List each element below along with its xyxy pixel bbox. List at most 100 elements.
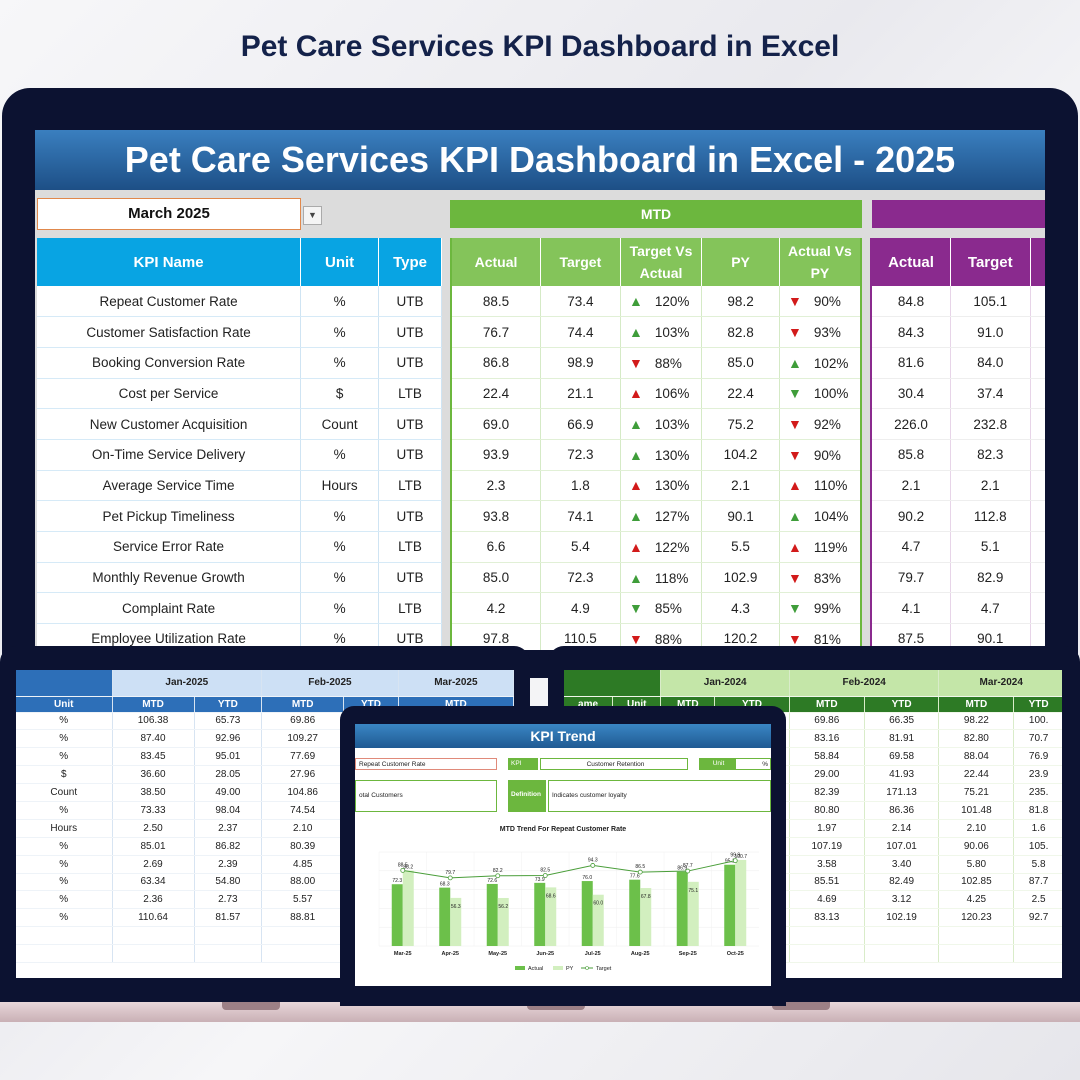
table-row: 93.8 74.1 ▲ 127% 90.1 ▲ 104%: [451, 500, 862, 532]
target-cell: 110.5: [540, 623, 621, 650]
actual-cell: 93.9: [451, 439, 542, 471]
table-row: 4.7 5.1: [871, 531, 1045, 563]
ytd-target-cell: 112.8: [950, 500, 1031, 532]
column-header: PY: [701, 238, 780, 286]
data-cell: 95.01: [194, 747, 263, 767]
table-row: 88.5 73.4 ▲ 120% 98.2 ▼ 90%: [451, 286, 862, 318]
unit-cell: $: [300, 378, 380, 410]
py-bar: [545, 887, 557, 946]
data-cell: 80.80: [789, 801, 865, 820]
kpi-name-cell: Average Service Time: [37, 470, 302, 502]
kpi-name-select[interactable]: Repeat Customer Rate: [355, 758, 497, 770]
column-header: Unit: [300, 238, 380, 286]
py-cell: 75.2: [701, 408, 780, 440]
data-cell: 2.36: [112, 890, 195, 910]
sub-header: MTD: [261, 696, 345, 713]
ytd-target-cell: 5.1: [950, 531, 1031, 563]
target-line: [402, 860, 736, 879]
data-cell: 235.: [1013, 783, 1062, 802]
unit-cell: %: [300, 316, 380, 348]
mtd-table: Actual Target Target Vs Actual PY Actual…: [450, 238, 862, 650]
column-header: [1030, 238, 1045, 286]
actual-cell: 22.4: [451, 378, 542, 410]
py-cell: 120.2: [701, 623, 780, 650]
ytd-target-cell: 232.8: [950, 408, 1031, 440]
status-cell: ▲ 127%: [620, 500, 703, 532]
ytd-target-cell: 82.9: [950, 562, 1031, 594]
arrow-down-icon: ▼: [629, 630, 643, 647]
table-row: 86.8 98.9 ▼ 88% 85.0 ▲ 102%: [451, 347, 862, 379]
actual-bar: [724, 864, 736, 946]
column-header: Target: [950, 238, 1031, 286]
sub-header: Unit: [16, 696, 113, 713]
laptop-notch: [527, 1002, 585, 1010]
ytd-target-cell: 37.4: [950, 378, 1031, 410]
target-cell: 66.9: [540, 408, 621, 440]
ytd-actual-cell: 2.1: [871, 470, 952, 502]
month-selector[interactable]: March 2025: [37, 198, 301, 230]
unit-cell: Hours: [300, 470, 380, 502]
arrow-down-icon: ▼: [787, 569, 802, 586]
column-header: Type: [378, 238, 442, 286]
data-cell: 74.54: [261, 801, 345, 820]
kpi-trend-screen: KPI Trend Repeat Customer Rate KPI Group…: [355, 724, 771, 986]
percent-value: 118%: [654, 570, 689, 586]
arrow-down-icon: ▼: [787, 600, 802, 617]
column-header: Target Vs Actual: [620, 238, 703, 286]
table-row: 93.9 72.3 ▲ 130% 104.2 ▼ 90%: [451, 439, 862, 471]
data-cell: 92.7: [1013, 908, 1062, 928]
target-cell: 72.3: [540, 562, 621, 594]
status-cell: ▼ 81%: [779, 623, 862, 650]
unit-cell: %: [300, 562, 380, 594]
table-row: Booking Conversion Rate% UTB: [37, 347, 442, 379]
percent-value: 119%: [813, 539, 848, 555]
ytd-actual-cell: 90.2: [871, 500, 952, 532]
mtd-section-header: MTD: [450, 200, 862, 228]
x-tick-label: Apr-25: [442, 951, 459, 957]
table-row: 69.0 66.9 ▲ 103% 75.2 ▼ 92%: [451, 408, 862, 440]
arrow-down-icon: ▼: [629, 600, 643, 617]
actual-data-label: 68.3: [440, 882, 450, 888]
data-cell: 110.64: [112, 908, 195, 928]
empty-cell: [112, 944, 195, 963]
trend-title: KPI Trend: [355, 724, 771, 748]
unit-cell: %: [300, 286, 380, 318]
actual-cell: 85.0: [451, 562, 542, 594]
table-row: Service Error Rate% LTB: [37, 531, 442, 563]
target-data-label: 88.5: [398, 862, 408, 868]
empty-cell: [16, 926, 113, 946]
percent-value: 104%: [813, 509, 849, 525]
ytd-arrow-cell: [1030, 378, 1045, 410]
actual-data-label: 86.9: [677, 866, 687, 872]
percent-value: 81%: [813, 631, 841, 647]
ytd-actual-cell: 81.6: [871, 347, 952, 379]
kpi-table: KPI Name Unit Type Repeat Customer Rate%…: [37, 238, 442, 650]
py-data-label: 68.6: [546, 893, 556, 899]
data-cell: 80.39: [261, 837, 345, 856]
chevron-down-icon[interactable]: ▼: [303, 206, 322, 225]
dashboard-banner: Pet Care Services KPI Dashboard in Excel…: [35, 130, 1045, 190]
status-cell: ▲ 104%: [779, 500, 862, 532]
kpi-group-value: Customer Retention: [540, 758, 688, 770]
data-cell: 81.57: [194, 908, 263, 928]
month-header: Jan-2024: [660, 670, 790, 697]
ytd-arrow-cell: [1030, 470, 1045, 502]
month-header: Mar-2025: [398, 670, 514, 697]
data-cell: 83.16: [789, 729, 865, 749]
data-cell: 107.19: [789, 837, 865, 856]
percent-value: 90%: [813, 447, 841, 463]
type-cell: UTB: [378, 408, 442, 440]
status-cell: ▲ 130%: [620, 470, 703, 502]
target-point: [590, 863, 596, 868]
target-cell: 74.4: [540, 316, 621, 348]
kpi-name-cell: Monthly Revenue Growth: [37, 562, 302, 594]
empty-cell: [938, 926, 1015, 946]
ytd-actual-cell: 87.5: [871, 623, 952, 650]
data-cell: $: [16, 765, 113, 785]
kpi-name-cell: On-Time Service Delivery: [37, 439, 302, 471]
empty-cell: [16, 944, 113, 963]
percent-value: 106%: [654, 386, 690, 402]
type-cell: LTB: [378, 378, 442, 410]
target-point: [542, 873, 548, 878]
data-cell: 87.40: [112, 729, 195, 749]
